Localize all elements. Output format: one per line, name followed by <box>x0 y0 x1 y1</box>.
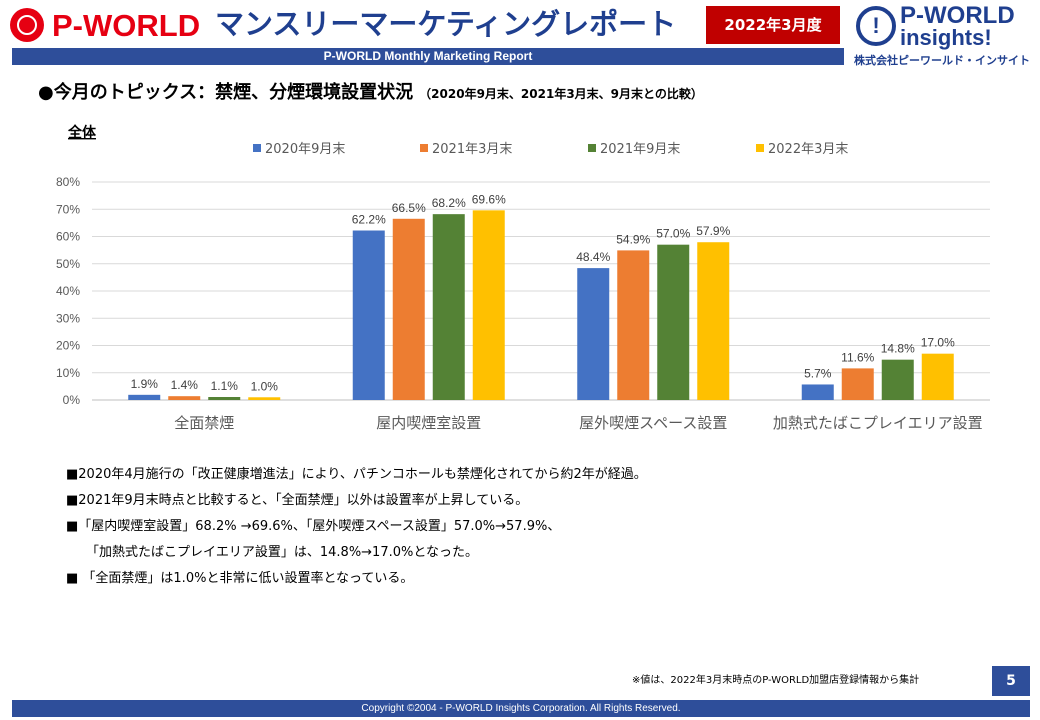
data-label: 14.8% <box>881 342 915 356</box>
insights-logo-line1: P-WORLD <box>900 2 1015 29</box>
data-label: 54.9% <box>616 232 650 246</box>
y-tick-label: 10% <box>56 366 80 380</box>
bar <box>168 396 201 400</box>
note-line: 「加熱式たばこプレイエリア設置」は、14.8%→17.0%となった。 <box>86 545 478 560</box>
legend-label: 2021年9月末 <box>600 142 680 157</box>
bar <box>801 384 834 400</box>
p-world-logo-mark <box>10 8 44 42</box>
bar <box>921 353 954 400</box>
data-label: 1.1% <box>211 379 239 393</box>
chart-title: 全体 <box>67 124 97 141</box>
month-badge: 2022年3月度 <box>706 6 840 44</box>
bar <box>841 368 874 400</box>
y-tick-label: 80% <box>56 175 80 189</box>
x-category-label: 全面禁煙 <box>174 414 234 432</box>
note-line: ■2020年4月施行の「改正健康増進法」により、パチンコホールも禁煙化されてから… <box>66 467 647 482</box>
data-label: 69.6% <box>472 192 506 206</box>
legend-swatch <box>253 144 261 152</box>
data-label: 5.7% <box>804 366 832 380</box>
legend-label: 2022年3月末 <box>768 142 848 157</box>
p-world-logo-text: P-WORLD <box>52 8 201 43</box>
company-name: 株式会社ピーワールド・インサイト <box>854 54 1030 67</box>
data-label: 1.9% <box>131 377 159 391</box>
x-category-label: 屋内喫煙室設置 <box>376 414 481 432</box>
copyright-footer: Copyright ©2004 - P-WORLD Insights Corpo… <box>12 700 1030 717</box>
subtitle-bar: P-WORLD Monthly Marketing Report <box>12 48 844 65</box>
footnote: ※値は、2022年3月末時点のP-WORLD加盟店登録情報から集計 <box>632 675 920 686</box>
legend-label: 2020年9月末 <box>265 142 345 157</box>
legend-swatch <box>420 144 428 152</box>
insights-logo-line2: insights! <box>900 25 992 50</box>
p-world-logo: P-WORLD <box>10 6 210 46</box>
data-label: 57.9% <box>696 224 730 238</box>
data-label: 62.2% <box>352 213 386 227</box>
y-tick-label: 60% <box>56 230 80 244</box>
bar <box>617 250 650 400</box>
note-line: ■2021年9月末時点と比較すると、「全面禁煙」以外は設置率が上昇している。 <box>66 493 529 508</box>
bar <box>392 218 425 400</box>
note-line: ■「屋内喫煙室設置」68.2% →69.6%、「屋外喫煙スペース設置」57.0%… <box>66 519 561 534</box>
bar <box>881 359 914 400</box>
data-label: 1.0% <box>251 379 279 393</box>
topic-heading: ●今月のトピックス：禁煙、分煙環境設置状況 （2020年9月末、2021年3月末、… <box>38 78 703 104</box>
data-label: 57.0% <box>656 227 690 241</box>
bar <box>128 394 161 400</box>
p-world-insights-logo: ! P-WORLD insights! 株式会社ピーワールド・インサイト <box>854 2 1038 68</box>
bar <box>208 397 241 400</box>
note-line: ■ 「全面禁煙」は1.0%と非常に低い設置率となっている。 <box>66 571 414 586</box>
data-label: 48.4% <box>576 250 610 264</box>
y-tick-label: 40% <box>56 284 80 298</box>
data-label: 1.4% <box>171 378 199 392</box>
bar <box>248 397 281 400</box>
bar <box>472 210 505 400</box>
bar <box>657 244 690 400</box>
y-tick-label: 50% <box>56 257 80 271</box>
data-label: 11.6% <box>841 350 874 364</box>
exclamation-icon: ! <box>856 6 896 46</box>
report-title: マンスリーマーケティングレポート <box>215 7 677 41</box>
x-category-label: 屋外喫煙スペース設置 <box>579 414 727 432</box>
bar <box>697 242 730 400</box>
page-number: 5 <box>992 666 1030 696</box>
legend-swatch <box>756 144 764 152</box>
y-tick-label: 70% <box>56 202 80 216</box>
bar <box>352 230 385 400</box>
bar <box>432 214 465 400</box>
y-tick-label: 20% <box>56 339 80 353</box>
x-category-label: 加熱式たばこプレイエリア設置 <box>773 414 983 432</box>
data-label: 68.2% <box>432 196 466 210</box>
legend-label: 2021年3月末 <box>432 142 512 157</box>
legend-swatch <box>588 144 596 152</box>
bar <box>577 268 610 400</box>
topic-main: ●今月のトピックス：禁煙、分煙環境設置状況 <box>38 82 414 103</box>
data-label: 17.0% <box>921 336 955 350</box>
data-label: 66.5% <box>392 201 426 215</box>
notes: ■2020年4月施行の「改正健康増進法」により、パチンコホールも禁煙化されてから… <box>66 462 966 592</box>
smoking-environment-bar-chart: 全体 0% 10% 20% 30% 40% 50% 60% 70% 80% 2020年9月末 2021… <box>56 124 990 432</box>
topic-sub: （2020年9月末、2021年3月末、9月末との比較） <box>419 87 703 101</box>
y-tick-label: 0% <box>63 393 81 407</box>
y-tick-label: 30% <box>56 311 80 325</box>
